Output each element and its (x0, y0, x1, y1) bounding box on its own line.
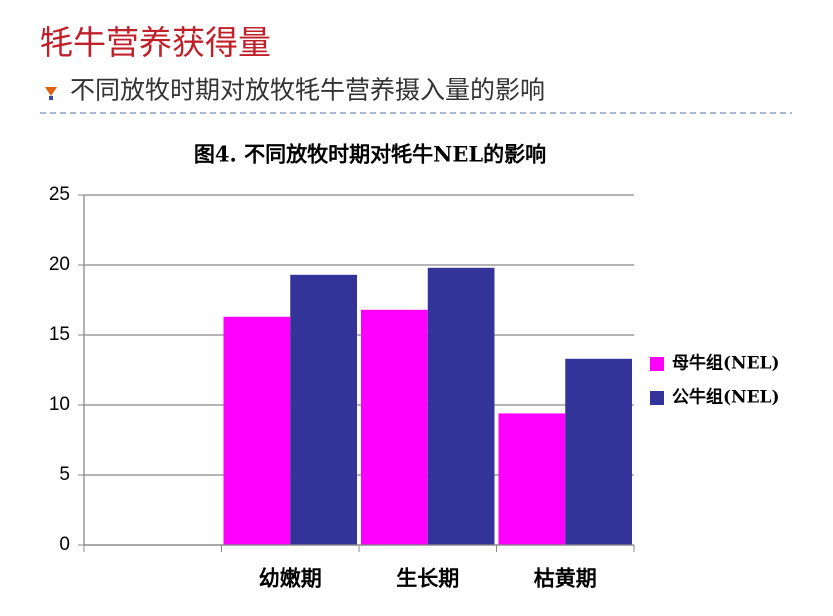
chart-title: 图4. 不同放牧时期对牦牛NEL的影响 (194, 142, 546, 167)
slide-title: 牦牛营养获得量 (40, 23, 271, 62)
bar (290, 274, 357, 545)
legend-swatch (650, 391, 664, 405)
bar (565, 358, 632, 545)
y-tick-label: 15 (49, 324, 70, 345)
bar (498, 413, 566, 545)
slide-subtitle: 不同放牧时期对放牧牦牛营养摄入量的影响 (70, 76, 545, 105)
y-tick-label: 20 (49, 254, 70, 275)
bar (223, 316, 291, 545)
bar (361, 309, 428, 545)
y-tick-label: 25 (49, 184, 70, 205)
x-tick-label: 幼嫩期 (259, 566, 322, 591)
x-tick-label: 生长期 (396, 566, 459, 591)
bullet-icon (45, 87, 57, 100)
y-tick-label: 0 (59, 534, 70, 555)
legend-label: 公牛组(NEL) (672, 387, 780, 408)
y-tick-label: 5 (59, 464, 70, 485)
legend-label: 母牛组(NEL) (672, 353, 780, 374)
y-tick-label: 10 (49, 394, 70, 415)
x-tick-label: 枯黄期 (534, 566, 597, 591)
bar (427, 267, 495, 545)
legend-swatch (650, 357, 664, 371)
